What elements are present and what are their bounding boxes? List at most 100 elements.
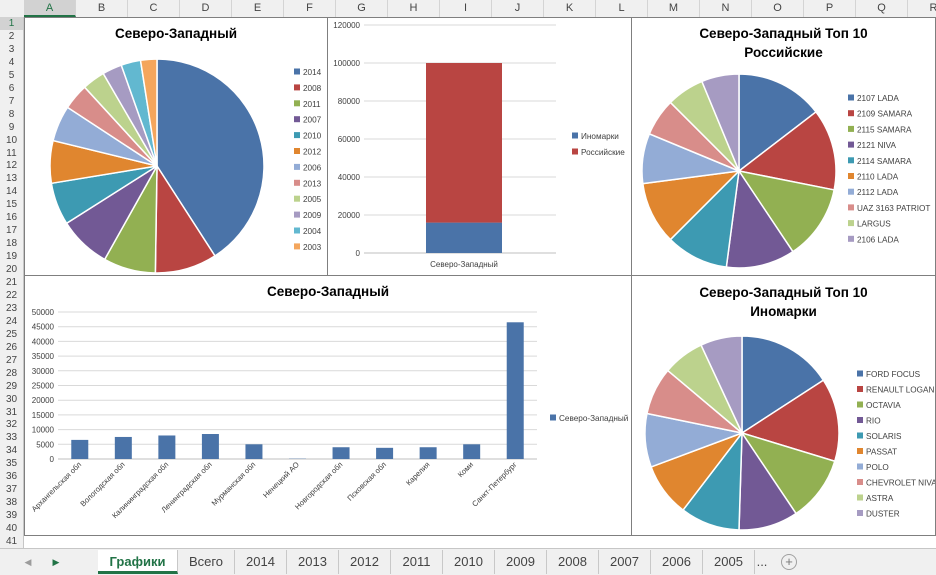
bar[interactable] (71, 439, 89, 459)
column-header[interactable]: C (128, 0, 180, 17)
row-header[interactable]: 27 (5, 354, 18, 366)
row-header[interactable]: 28 (5, 367, 18, 379)
row-header[interactable]: 41 (5, 536, 18, 547)
row-header[interactable]: 13 (5, 173, 18, 185)
column-header[interactable]: O (752, 0, 804, 17)
chart-stacked-bar-nw[interactable]: 0 20000 40000 60000 80000 100000 120000 Северо-… (327, 17, 632, 276)
sheet-tab[interactable]: 2006 (651, 550, 703, 574)
column-header[interactable]: R (908, 0, 936, 17)
column-header[interactable]: J (492, 0, 544, 17)
sheet-tab[interactable]: Графики (98, 550, 178, 574)
row-header[interactable]: 40 (5, 523, 18, 535)
column-header[interactable]: N (700, 0, 752, 17)
row-header[interactable]: 19 (5, 251, 18, 263)
row-header[interactable]: 17 (5, 225, 18, 237)
column-header[interactable]: Q (856, 0, 908, 17)
column-header[interactable]: A (24, 0, 76, 17)
pie-slice[interactable] (700, 335, 743, 434)
row-header[interactable]: 34 (5, 445, 18, 457)
pie-slice[interactable] (738, 73, 818, 173)
sheet-tab[interactable]: 2013 (287, 550, 339, 574)
bar[interactable] (201, 434, 219, 459)
sheet-tab[interactable]: 2011 (391, 550, 443, 574)
chart-bar-nw-regions[interactable]: Северо-Западный 0 5000 10000 15000 20000 2500… (24, 275, 632, 536)
row-header[interactable]: 32 (5, 419, 18, 431)
bar[interactable] (419, 447, 437, 459)
row-header[interactable]: 15 (5, 199, 18, 211)
bar-segment-foreign[interactable] (426, 63, 502, 223)
row-header[interactable]: 5 (8, 69, 15, 81)
sheet-tab[interactable]: 2012 (339, 550, 391, 574)
sheet-tab[interactable]: 2005 (703, 550, 755, 574)
column-header[interactable]: K (544, 0, 596, 17)
column-header[interactable]: I (440, 0, 492, 17)
row-header[interactable]: 21 (5, 277, 18, 288)
bar-segment-russian[interactable] (426, 222, 502, 253)
sheet-grid[interactable]: Северо-Западный 2014 2008 2011 2007 2010 2012… (24, 17, 936, 548)
scroll-tabs-left-icon[interactable]: ◀ (24, 557, 32, 567)
row-header[interactable]: 18 (5, 238, 18, 250)
pie-slice[interactable] (740, 379, 840, 463)
row-header[interactable]: 24 (5, 315, 18, 327)
row-header[interactable]: 14 (5, 186, 18, 198)
column-header[interactable]: M (648, 0, 700, 17)
column-header[interactable]: G (336, 0, 388, 17)
column-header[interactable]: D (180, 0, 232, 17)
row-header[interactable]: 4 (8, 56, 15, 68)
chart-pie-top10-foreign[interactable]: Северо-Западный Топ 10 Иномарки FORD FOC… (631, 275, 936, 536)
row-header[interactable]: 8 (8, 108, 15, 120)
chart-pie-top10-russian[interactable]: Северо-Западный Топ 10 Российские 2107 L… (631, 17, 936, 276)
pie-slice[interactable] (737, 110, 837, 191)
column-header[interactable]: E (232, 0, 284, 17)
sheet-tab[interactable]: 2010 (443, 550, 495, 574)
bar[interactable] (158, 435, 176, 459)
sheet-tab[interactable]: Всего (178, 550, 235, 574)
row-header[interactable]: 16 (5, 212, 18, 224)
scroll-tabs-right-icon[interactable]: ▶ (52, 557, 60, 567)
row-header[interactable]: 1 (0, 17, 23, 30)
row-header[interactable]: 37 (5, 484, 18, 496)
bar[interactable] (114, 436, 132, 459)
sheet-tab[interactable]: 2009 (495, 550, 547, 574)
row-header[interactable]: 12 (5, 160, 18, 172)
sheet-tab[interactable]: 2007 (599, 550, 651, 574)
row-header[interactable]: 39 (5, 510, 18, 522)
row-header[interactable]: 11 (6, 147, 17, 159)
row-header[interactable]: 36 (5, 471, 18, 483)
pie-slice[interactable] (737, 169, 836, 253)
row-header[interactable]: 38 (5, 497, 18, 509)
row-header[interactable]: 7 (8, 95, 15, 107)
pie-slice[interactable] (740, 431, 836, 515)
column-header[interactable]: F (284, 0, 336, 17)
row-header[interactable]: 10 (5, 134, 18, 146)
bar[interactable] (376, 447, 394, 459)
row-header[interactable]: 35 (5, 458, 18, 470)
row-header[interactable]: 9 (8, 121, 15, 133)
row-header[interactable]: 26 (5, 341, 18, 353)
row-header[interactable]: 6 (8, 82, 15, 94)
bar[interactable] (463, 444, 481, 459)
row-header[interactable]: 3 (8, 43, 15, 55)
column-header[interactable]: B (76, 0, 128, 17)
row-header[interactable]: 33 (5, 432, 18, 444)
bar[interactable] (506, 322, 524, 459)
row-header[interactable]: 31 (5, 406, 18, 418)
more-tabs-button[interactable]: ... (756, 554, 768, 569)
row-header[interactable]: 20 (5, 264, 18, 276)
row-header[interactable]: 2 (8, 30, 15, 42)
row-header[interactable]: 25 (5, 328, 18, 340)
column-header[interactable]: L (596, 0, 648, 17)
row-header[interactable]: 23 (5, 302, 18, 314)
column-header[interactable]: P (804, 0, 856, 17)
add-sheet-icon[interactable]: + (781, 554, 797, 570)
row-header[interactable]: 22 (5, 289, 18, 301)
sheet-tab[interactable]: 2014 (235, 550, 287, 574)
bar[interactable] (245, 444, 263, 459)
pie-slice[interactable] (725, 168, 794, 269)
row-header[interactable]: 29 (5, 380, 18, 392)
sheet-tab[interactable]: 2008 (547, 550, 599, 574)
pie-slice[interactable] (741, 335, 825, 435)
column-header[interactable]: H (388, 0, 440, 17)
chart-pie-nw-years[interactable]: Северо-Западный 2014 2008 2011 2007 2010 2012… (24, 17, 328, 276)
pie-slice[interactable] (139, 58, 158, 167)
